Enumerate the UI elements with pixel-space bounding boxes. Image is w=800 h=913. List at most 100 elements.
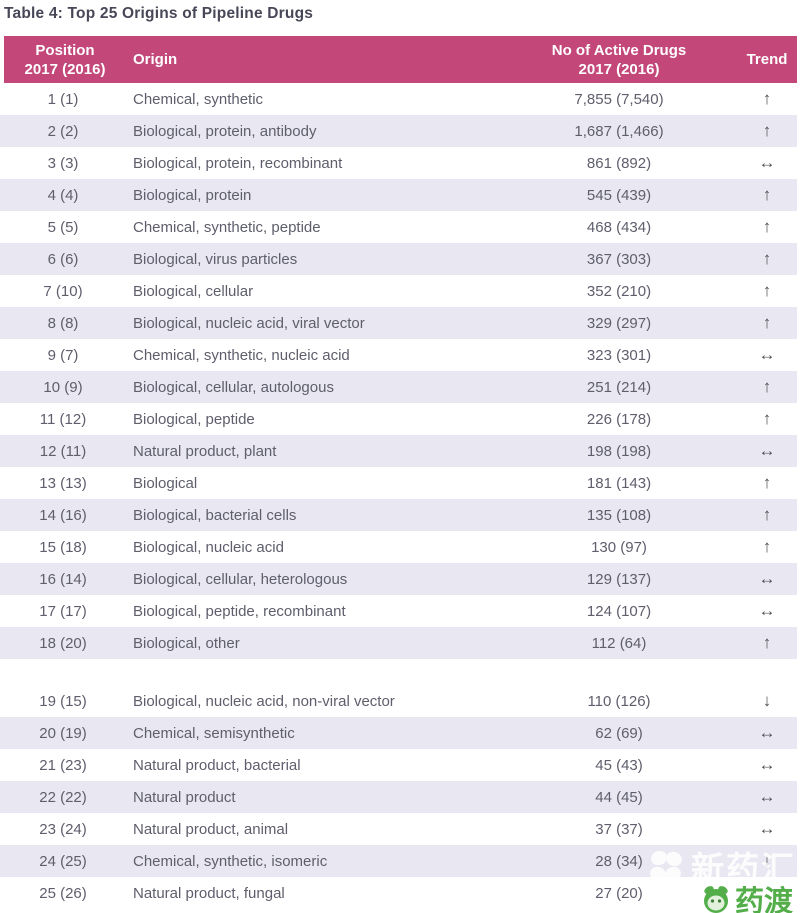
position-cell: 5 (5) (47, 218, 79, 236)
section-gap (0, 659, 797, 685)
active-drugs-cell: 28 (34) (595, 852, 643, 870)
active-drugs-cell: 27 (20) (595, 884, 643, 902)
position-cell: 24 (25) (39, 852, 87, 870)
position-cell: 12 (11) (39, 442, 87, 460)
table-row: 4 (4) Biological, protein 545 (439) ↑ (0, 179, 797, 211)
position-cell: 1 (1) (47, 90, 79, 108)
table-row: 19 (15) Biological, nucleic acid, non-vi… (0, 685, 797, 717)
trend-steady-icon: ↔ (758, 787, 776, 806)
position-cell: 2 (2) (47, 122, 79, 140)
table-row: 3 (3) Biological, protein, recombinant 8… (0, 147, 797, 179)
position-cell: 18 (20) (39, 634, 87, 652)
position-cell: 7 (10) (43, 282, 83, 300)
header-origin: Origin (133, 51, 178, 68)
active-drugs-cell: 1,687 (1,466) (574, 122, 664, 140)
trend-up-icon: ↑ (762, 473, 772, 492)
position-cell: 6 (6) (47, 250, 79, 268)
trend-up-icon: ↑ (762, 313, 772, 332)
active-drugs-cell: 545 (439) (586, 186, 652, 204)
position-cell: 17 (17) (39, 602, 87, 620)
origin-cell: Biological, cellular (133, 282, 254, 300)
trend-steady-icon: ↔ (758, 819, 776, 838)
origin-cell: Chemical, synthetic, isomeric (133, 852, 328, 870)
position-cell: 14 (16) (39, 506, 87, 524)
table-row: 5 (5) Chemical, synthetic, peptide 468 (… (0, 211, 797, 243)
position-cell: 22 (22) (39, 788, 87, 806)
table-row: 14 (16) Biological, bacterial cells 135 … (0, 499, 797, 531)
table-body: 1 (1) Chemical, synthetic 7,855 (7,540) … (0, 83, 797, 909)
table-row: 12 (11) Natural product, plant 198 (198)… (0, 435, 797, 467)
table-row: 24 (25) Chemical, synthetic, isomeric 28… (0, 845, 797, 877)
origin-cell: Biological, cellular, heterologous (133, 570, 348, 588)
table-row: 2 (2) Biological, protein, antibody 1,68… (0, 115, 797, 147)
origin-cell: Natural product, fungal (133, 884, 285, 902)
active-drugs-cell: 62 (69) (595, 724, 643, 742)
origin-cell: Biological, other (133, 634, 240, 652)
header-position-line1: Position (35, 41, 95, 59)
origin-cell: Biological, peptide (133, 410, 255, 428)
table-row: 17 (17) Biological, peptide, recombinant… (0, 595, 797, 627)
origin-cell: Chemical, synthetic, peptide (133, 218, 321, 236)
active-drugs-cell: 352 (210) (586, 282, 652, 300)
trend-steady-icon: ↔ (758, 569, 776, 588)
trend-up-icon: ↑ (762, 505, 772, 524)
origin-cell: Biological, peptide, recombinant (133, 602, 346, 620)
origin-cell: Biological, bacterial cells (133, 506, 297, 524)
position-cell: 21 (23) (39, 756, 87, 774)
origin-cell: Biological, nucleic acid (133, 538, 284, 556)
header-active-drugs-line2: 2017 (2016) (578, 60, 660, 78)
table-row: 1 (1) Chemical, synthetic 7,855 (7,540) … (0, 83, 797, 115)
table-row: 20 (19) Chemical, semisynthetic 62 (69) … (0, 717, 797, 749)
origin-cell: Natural product, bacterial (133, 756, 301, 774)
active-drugs-cell: 226 (178) (586, 410, 652, 428)
table-header-row: Position 2017 (2016) Origin No of Active… (4, 36, 797, 83)
trend-steady-icon: ↔ (758, 601, 776, 620)
table-row: 11 (12) Biological, peptide 226 (178) ↑ (0, 403, 797, 435)
table-title: Table 4: Top 25 Origins of Pipeline Drug… (4, 5, 314, 22)
active-drugs-cell: 861 (892) (586, 154, 652, 172)
header-active-drugs: No of Active Drugs 2017 (2016) (501, 41, 737, 79)
trend-down-icon: ↓ (762, 851, 772, 870)
table-row: 23 (24) Natural product, animal 37 (37) … (0, 813, 797, 845)
trend-up-icon: ↑ (762, 633, 772, 652)
position-cell: 9 (7) (47, 346, 79, 364)
table-row: 9 (7) Chemical, synthetic, nucleic acid … (0, 339, 797, 371)
trend-up-icon: ↑ (762, 89, 772, 108)
origin-cell: Biological, protein (133, 186, 252, 204)
trend-steady-icon: ↔ (758, 755, 776, 774)
trend-steady-icon: ↔ (758, 441, 776, 460)
origin-cell: Chemical, semisynthetic (133, 724, 295, 742)
table-row: 21 (23) Natural product, bacterial 45 (4… (0, 749, 797, 781)
table-row: 25 (26) Natural product, fungal 27 (20) (0, 877, 797, 909)
origin-cell: Biological, nucleic acid, non-viral vect… (133, 692, 395, 710)
active-drugs-cell: 110 (126) (587, 692, 651, 710)
active-drugs-cell: 329 (297) (586, 314, 652, 332)
trend-up-icon: ↑ (762, 537, 772, 556)
header-position: Position 2017 (2016) (4, 41, 126, 79)
active-drugs-cell: 44 (45) (595, 788, 643, 806)
origin-cell: Biological, virus particles (133, 250, 298, 268)
table-row: 16 (14) Biological, cellular, heterologo… (0, 563, 797, 595)
trend-up-icon: ↑ (762, 281, 772, 300)
active-drugs-cell: 130 (97) (591, 538, 647, 556)
trend-up-icon: ↑ (762, 185, 772, 204)
trend-steady-icon: ↔ (758, 153, 776, 172)
active-drugs-cell: 7,855 (7,540) (574, 90, 664, 108)
active-drugs-cell: 45 (43) (595, 756, 643, 774)
origin-cell: Biological, nucleic acid, viral vector (133, 314, 365, 332)
position-cell: 15 (18) (39, 538, 87, 556)
trend-up-icon: ↑ (762, 121, 772, 140)
position-cell: 23 (24) (39, 820, 87, 838)
position-cell: 3 (3) (47, 154, 79, 172)
table-row: 10 (9) Biological, cellular, autologous … (0, 371, 797, 403)
trend-up-icon: ↑ (762, 249, 772, 268)
position-cell: 16 (14) (39, 570, 87, 588)
origin-cell: Biological, protein, antibody (133, 122, 317, 140)
active-drugs-cell: 37 (37) (595, 820, 643, 838)
active-drugs-cell: 468 (434) (586, 218, 652, 236)
table-row: 22 (22) Natural product 44 (45) ↔ (0, 781, 797, 813)
position-cell: 20 (19) (39, 724, 87, 742)
origin-cell: Biological, cellular, autologous (133, 378, 334, 396)
trend-up-icon: ↑ (762, 217, 772, 236)
